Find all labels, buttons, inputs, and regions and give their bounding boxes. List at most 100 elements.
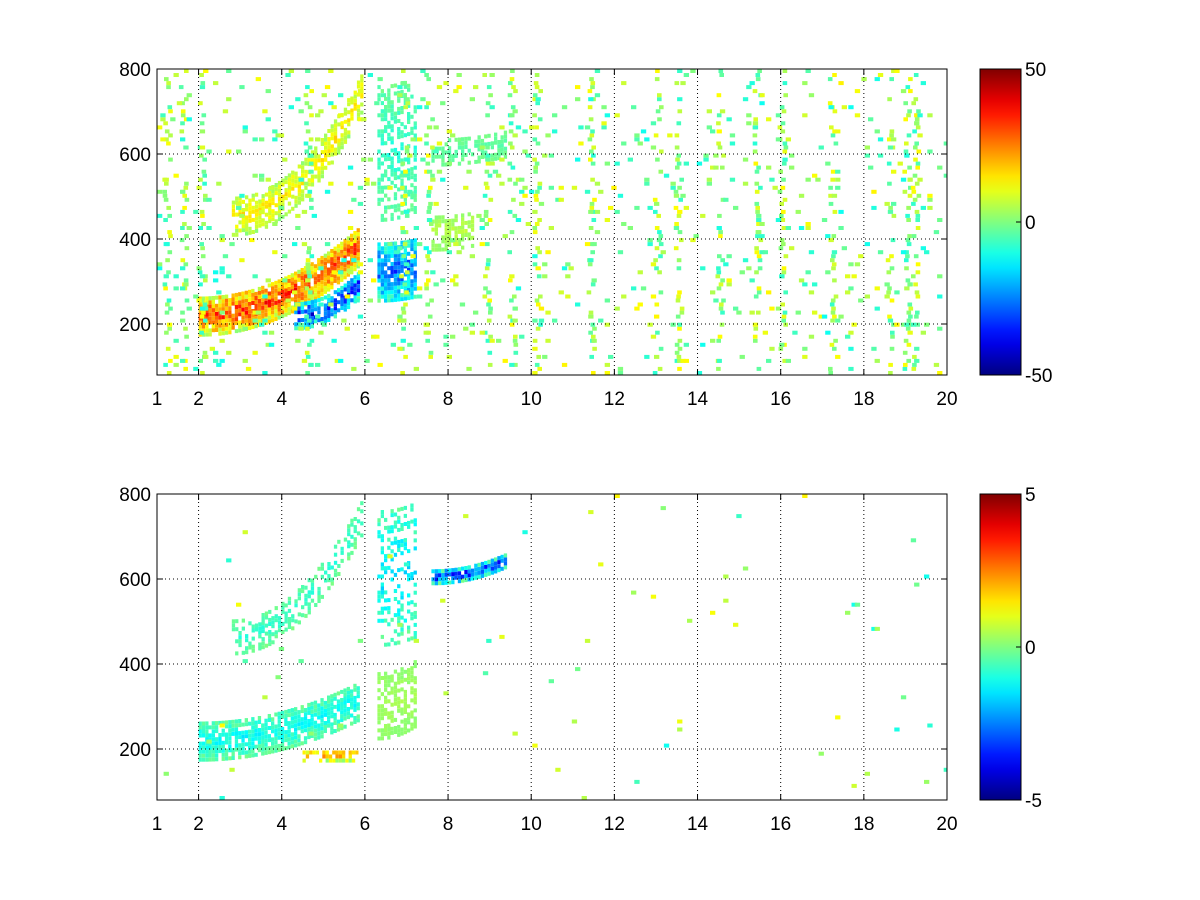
heatmap-cell [280,294,285,299]
heatmap-cell [353,291,357,296]
heatmap-cell [165,346,171,351]
heatmap-cell [915,322,920,327]
heatmap-cell [578,125,584,130]
heatmap-cell [594,230,601,235]
heatmap-cell [346,715,350,720]
heatmap-cell [336,244,341,249]
heatmap-cell [424,105,429,110]
heatmap-cell [166,322,173,327]
heatmap-cell [314,174,318,179]
heatmap-cell [320,276,324,280]
heatmap-cell [257,303,262,307]
heatmap-cell [470,235,475,240]
heatmap-cell [364,181,370,186]
heatmap-cell [356,686,360,691]
heatmap-cell [485,101,491,106]
heatmap-cell [749,310,755,315]
heatmap-cell [673,246,679,251]
heatmap-cell [333,302,337,307]
heatmap-cell [252,274,258,279]
heatmap-cell [317,715,321,720]
heatmap-cell [407,629,411,634]
heatmap-cell [224,306,229,311]
heatmap-cell [380,586,384,591]
heatmap-cell [356,284,361,289]
heatmap-cell [393,277,398,282]
heatmap-cell [281,202,285,207]
x-tick-label: 10 [521,814,542,835]
heatmap-cell [353,239,357,243]
heatmap-cell [592,346,597,351]
heatmap-cell [507,250,512,255]
heatmap-cell [272,222,278,226]
heatmap-cell [716,141,721,146]
heatmap-cell [487,563,491,568]
heatmap-cell [304,301,308,306]
heatmap-cell [480,565,485,570]
heatmap-cell [294,326,298,331]
heatmap-cell [251,197,255,202]
heatmap-cell [673,226,680,230]
heatmap-cell [348,758,352,763]
heatmap-cell [690,238,696,243]
heatmap-cell [831,193,838,198]
heatmap-cell [254,291,258,296]
heatmap-cell [228,720,232,725]
heatmap-cell [397,289,401,294]
heatmap-cell [170,117,176,122]
heatmap-cell [390,730,394,735]
colorbar-tick-label: 5 [1025,485,1036,506]
heatmap-cell [654,266,659,271]
heatmap-cell [327,574,331,579]
heatmap-cell [393,726,398,730]
heatmap-cell [387,278,391,283]
heatmap-cell [301,197,305,202]
heatmap-cell [614,161,620,166]
heatmap-cell [310,270,314,275]
heatmap-cell [726,278,732,283]
heatmap-cell [261,202,265,207]
heatmap-cell [827,77,833,82]
heatmap-cell [828,185,833,190]
heatmap-cell [888,362,893,367]
heatmap-cell [400,679,404,684]
heatmap-cell [380,262,384,267]
heatmap-cell [350,241,354,246]
heatmap-cell [271,721,275,726]
heatmap-cell [314,166,318,171]
heatmap-cell [166,270,171,275]
heatmap-cell [431,150,435,155]
heatmap-cell [335,758,339,763]
heatmap-cell [320,698,324,703]
heatmap-cell [323,261,327,266]
heatmap-cell [268,330,275,335]
heatmap-cell [184,197,190,202]
heatmap-cell [403,84,407,89]
heatmap-cell [330,710,334,715]
heatmap-cell [500,147,504,152]
heatmap-cell [308,169,314,174]
heatmap-cell [320,562,324,567]
heatmap-cell [261,297,265,302]
heatmap-cell [384,728,388,732]
heatmap-cell [202,181,207,186]
heatmap-cell [274,728,278,733]
heatmap-cell [410,600,414,605]
heatmap-cell [467,212,471,217]
heatmap-cell [393,253,398,258]
heatmap-cell [380,538,384,543]
heatmap-cell [587,89,593,94]
heatmap-cell [163,218,168,222]
heatmap-cell [307,606,311,611]
heatmap-cell [353,247,357,252]
heatmap-cell [510,165,516,170]
heatmap-cell [245,203,249,208]
heatmap-cell [390,282,394,287]
heatmap-cell [251,741,255,746]
heatmap-cell [443,342,449,347]
heatmap-cell [264,722,268,727]
heatmap-cell [808,334,815,339]
heatmap-cell [413,724,417,729]
heatmap-cell [397,159,401,164]
heatmap-cell [833,141,839,146]
